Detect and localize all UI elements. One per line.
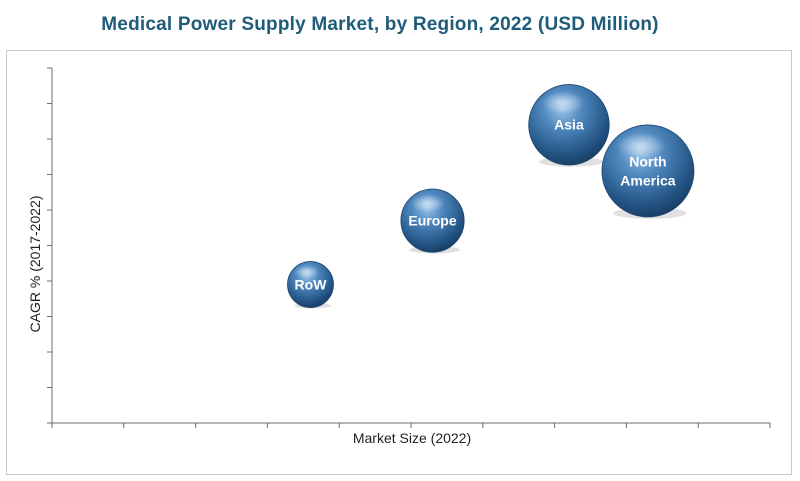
chart-frame bbox=[6, 50, 792, 475]
bubble-label: Europe bbox=[408, 213, 456, 229]
bubble-highlight bbox=[540, 91, 586, 114]
bubbles: RoW Europe Asia North America bbox=[287, 84, 695, 309]
bubble-label: Asia bbox=[554, 117, 584, 133]
y-axis-label: CAGR % (2017-2022) bbox=[27, 196, 43, 333]
bubble-highlight bbox=[615, 132, 667, 159]
bubble-highlight bbox=[410, 194, 446, 213]
bubble-europe: Europe bbox=[400, 188, 465, 254]
axes bbox=[47, 67, 771, 428]
chart-title: Medical Power Supply Market, by Region, … bbox=[101, 14, 659, 35]
bubble-row: RoW bbox=[287, 261, 334, 309]
bubble-north-america: North America bbox=[601, 124, 695, 219]
bubble-highlight bbox=[294, 265, 320, 279]
x-axis-label: Market Size (2022) bbox=[353, 430, 471, 446]
bubble-label: RoW bbox=[295, 276, 328, 292]
bubble-asia: Asia bbox=[528, 84, 610, 167]
bubble-label: North America bbox=[620, 153, 675, 188]
